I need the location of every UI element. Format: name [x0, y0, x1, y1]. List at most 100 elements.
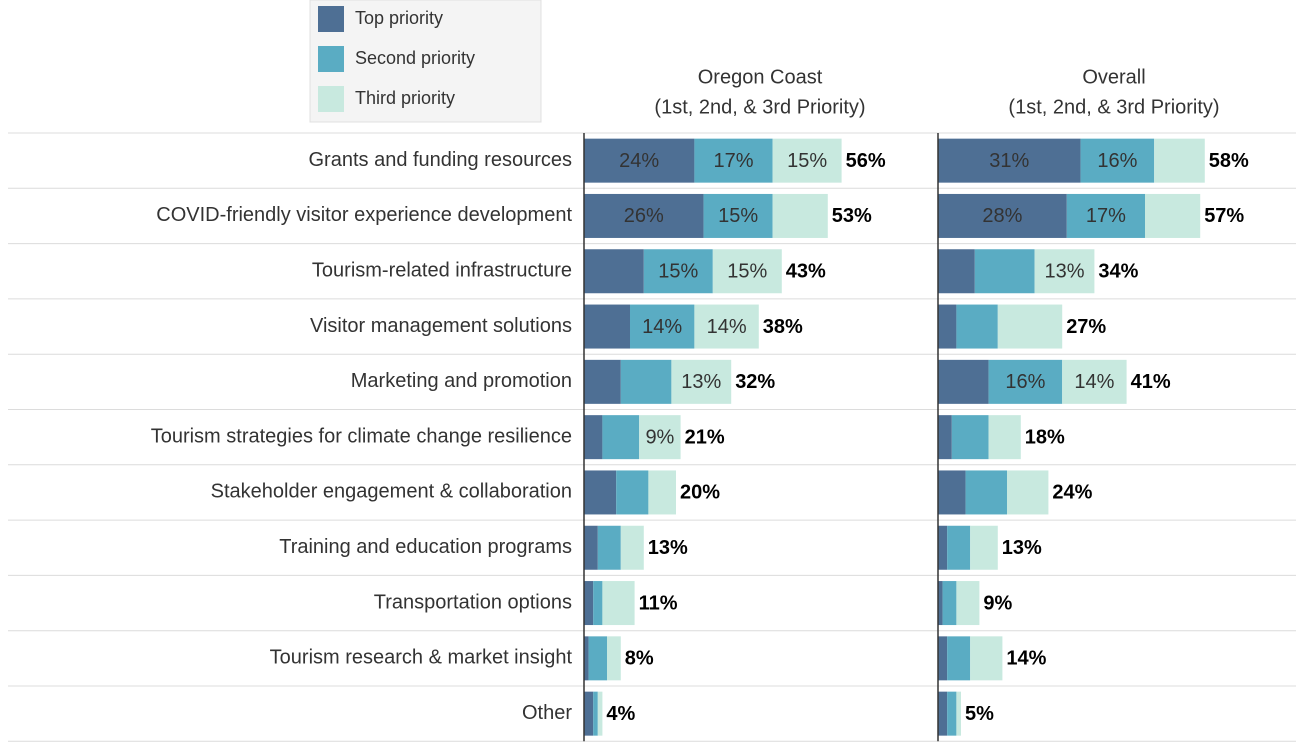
bar-segment: [584, 636, 589, 681]
bar-segment: [703, 193, 773, 238]
bar-segment: [956, 691, 961, 736]
bar-segment: [584, 304, 630, 349]
segment-label: 15%: [658, 261, 698, 283]
bar-segment: [1066, 193, 1145, 238]
category-label: Stakeholder engagement & collaboration: [211, 481, 572, 503]
total-label: 21%: [685, 426, 725, 448]
segment-label: 9%: [645, 426, 674, 448]
legend-swatch: [318, 46, 344, 72]
category-label: Other: [522, 702, 572, 724]
bar-segment: [988, 359, 1063, 404]
bar-segment: [947, 525, 971, 570]
bar-segment: [951, 415, 989, 460]
bar-segment: [938, 581, 943, 626]
bar-segment: [643, 249, 713, 294]
bar-segment: [938, 304, 957, 349]
bar-segment: [597, 525, 621, 570]
category-label: Tourism strategies for climate change re…: [151, 425, 572, 447]
bar-segment: [942, 581, 957, 626]
segment-label: 14%: [707, 316, 747, 338]
bar-segment: [1080, 138, 1155, 183]
bar-segment: [593, 691, 598, 736]
total-label: 9%: [983, 592, 1012, 614]
bar-segment: [616, 470, 649, 515]
segment-label: 28%: [982, 205, 1022, 227]
bar-segment: [956, 304, 998, 349]
category-label: Tourism research & market insight: [270, 647, 573, 669]
bar-segment: [648, 470, 676, 515]
bar-segment: [938, 691, 948, 736]
legend-label: Second priority: [355, 48, 475, 68]
total-label: 57%: [1204, 205, 1244, 227]
legend-label: Third priority: [355, 88, 455, 108]
bar-segment: [970, 636, 1003, 681]
category-label: Training and education programs: [279, 536, 572, 558]
bar-segment: [593, 581, 603, 626]
bar-segment: [602, 415, 640, 460]
legend-label: Top priority: [355, 8, 443, 28]
total-label: 14%: [1006, 648, 1046, 670]
total-label: 56%: [846, 150, 886, 172]
bar-segment: [970, 525, 998, 570]
segment-label: 17%: [1086, 205, 1126, 227]
bar-segment: [588, 636, 607, 681]
total-label: 34%: [1098, 261, 1138, 283]
total-label: 32%: [735, 371, 775, 393]
total-label: 18%: [1025, 426, 1065, 448]
bar-segment: [938, 636, 948, 681]
bar-segment: [974, 249, 1035, 294]
total-label: 24%: [1052, 482, 1092, 504]
legend-swatch: [318, 6, 344, 32]
bar-segment: [694, 304, 759, 349]
total-label: 5%: [965, 703, 994, 725]
bar-segment: [584, 193, 704, 238]
segment-label: 15%: [727, 261, 767, 283]
bar-segment: [938, 138, 1081, 183]
bar-segment: [988, 415, 1021, 460]
bar-segment: [965, 470, 1007, 515]
segment-label: 31%: [989, 150, 1029, 172]
bar-segment: [620, 359, 672, 404]
total-label: 4%: [606, 703, 635, 725]
bar-segment: [938, 359, 989, 404]
legend-box: [309, 0, 542, 123]
bar-segment: [1145, 193, 1201, 238]
category-label: Tourism-related infrastructure: [312, 260, 572, 282]
bar-segment: [630, 304, 695, 349]
bar-segment: [584, 415, 603, 460]
segment-label: 16%: [1097, 150, 1137, 172]
segment-label: 15%: [718, 205, 758, 227]
total-label: 41%: [1131, 371, 1171, 393]
bar-segment: [584, 249, 644, 294]
total-label: 27%: [1066, 316, 1106, 338]
bar-segment: [620, 525, 644, 570]
panel-subtitle: (1st, 2nd, & 3rd Priority): [654, 96, 865, 118]
bar-segment: [1007, 470, 1049, 515]
total-label: 38%: [763, 316, 803, 338]
bar-segment: [584, 525, 598, 570]
total-label: 58%: [1209, 150, 1249, 172]
segment-label: 15%: [787, 150, 827, 172]
total-label: 20%: [680, 482, 720, 504]
bar-segment: [1062, 359, 1127, 404]
panel-subtitle: (1st, 2nd, & 3rd Priority): [1008, 96, 1219, 118]
bar-segment: [772, 138, 842, 183]
bar-segment: [938, 249, 975, 294]
bar-segment: [1034, 249, 1095, 294]
segment-label: 17%: [713, 150, 753, 172]
category-label: Visitor management solutions: [310, 315, 572, 337]
bar-segment: [584, 581, 594, 626]
bar-segment: [602, 581, 635, 626]
panel-title: Overall: [1082, 66, 1145, 88]
segment-label: 26%: [624, 205, 664, 227]
bar-segment: [584, 359, 621, 404]
bar-segment: [938, 193, 1067, 238]
bar-segment: [597, 691, 603, 736]
bar-segment: [639, 415, 681, 460]
total-label: 53%: [832, 205, 872, 227]
bar-segment: [584, 138, 695, 183]
bar-segment: [947, 636, 971, 681]
bar-segment: [772, 193, 828, 238]
segment-label: 24%: [619, 150, 659, 172]
